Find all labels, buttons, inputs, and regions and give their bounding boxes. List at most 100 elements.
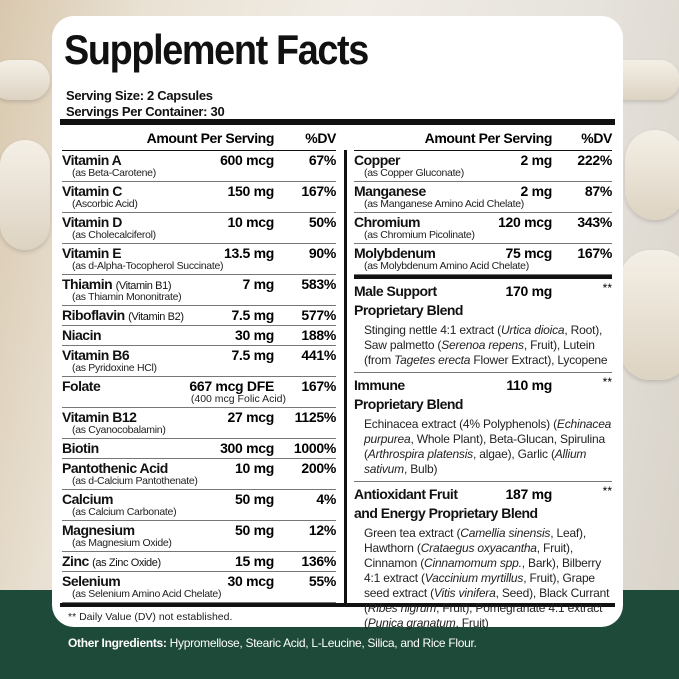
- nutrient-source: (as Pyridoxine HCl): [72, 362, 157, 374]
- nutrient-row: Niacin 30 mg 188%: [62, 326, 336, 346]
- ingredient-text: Urtica dioica: [500, 323, 565, 337]
- nutrient-source: (as d-Alpha-Tocopherol Succinate): [72, 260, 224, 272]
- nutrient-row: Vitamin C (Ascorbic Acid) 150 mg 167%: [62, 182, 336, 213]
- nutrient-name-text: Vitamin A: [62, 152, 122, 168]
- nutrient-name: Magnesium: [62, 522, 135, 538]
- nutrient-row: Vitamin D (as Cholecalciferol) 10 mcg 50%: [62, 213, 336, 244]
- proprietary-blend: Immune Proprietary Blend 110 mg ** Echinacea…: [354, 373, 612, 482]
- nutrient-row: Vitamin E (as d-Alpha-Tocopherol Succinat…: [62, 244, 336, 275]
- nutrient-dv: 87%: [584, 183, 612, 199]
- nutrient-amount: 30 mcg: [227, 573, 275, 589]
- nutrient-name: Calcium: [62, 491, 113, 507]
- nutrient-amount: 600 mcg: [220, 152, 274, 168]
- nutrient-dv: 50%: [308, 214, 336, 230]
- nutrient-source: (as Manganese Amino Acid Chelate): [364, 198, 524, 210]
- ingredient-text: , Seed), Black Currant (: [364, 586, 610, 615]
- ingredient-text: Serenoa repens: [441, 338, 524, 352]
- nutrient-name-text: Zinc: [62, 553, 89, 569]
- nutrient-row: Magnesium (as Magnesium Oxide) 50 mg 12%: [62, 521, 336, 552]
- nutrient-name-text: Vitamin D: [62, 214, 122, 230]
- nutrient-amount: 10 mg: [235, 460, 274, 476]
- nutrient-dv: 441%: [301, 347, 336, 363]
- nutrient-name: Manganese: [354, 183, 426, 199]
- ingredient-text: Vaccinium myrtillus: [424, 571, 524, 585]
- ingredient-text: , Bulb): [403, 462, 438, 476]
- ingredient-text: , Root), Saw palmetto (: [364, 323, 603, 352]
- nutrient-dv: 188%: [301, 327, 336, 343]
- ingredient-text: Tagetes erecta: [394, 353, 471, 367]
- capsule-bg: [0, 60, 50, 100]
- ingredient-text: Crataegus oxyacantha: [420, 541, 537, 555]
- nutrient-name: Biotin: [62, 440, 99, 456]
- supplement-facts-panel: [52, 16, 623, 627]
- nutrient-dv: 4%: [316, 491, 336, 507]
- nutrient-row: Biotin 300 mcg 1000%: [62, 439, 336, 459]
- nutrient-name-text: Vitamin C: [62, 183, 122, 199]
- blend-ingredients: Echinacea extract (4% Polyphenols) (Echi…: [354, 414, 612, 477]
- nutrient-dv: 12%: [308, 522, 336, 538]
- ingredient-text: Camellia sinensis: [460, 526, 551, 540]
- ingredient-text: Stinging nettle 4:1 extract (: [364, 323, 501, 337]
- nutrient-name-text: Biotin: [62, 440, 99, 456]
- nutrient-amount: 13.5 mg: [223, 245, 274, 261]
- nutrient-amount: 10 mcg: [227, 214, 275, 230]
- nutrient-dv: 67%: [308, 152, 336, 168]
- nutrient-name-text: Chromium: [354, 214, 421, 230]
- nutrient-name: Copper: [354, 152, 401, 168]
- nutrient-row: Calcium (as Calcium Carbonate) 50 mg 4%: [62, 490, 336, 521]
- nutrient-name: Vitamin D: [62, 214, 122, 230]
- amount-note: (400 mcg Folic Acid): [190, 393, 286, 405]
- ingredient-text: Cinnamomum spp.: [424, 556, 522, 570]
- nutrient-dv: 222%: [577, 152, 612, 168]
- ingredient-text: , Whole Plant), Beta-Glucan, Spirulina (: [364, 432, 605, 461]
- amount-header: Amount Per Serving: [146, 130, 275, 146]
- nutrient-name-text: Vitamin E: [62, 245, 122, 261]
- nutrient-source: (as Cyanocobalamin): [72, 424, 166, 436]
- dv-header: %DV: [581, 130, 612, 146]
- blend-ingredients: Green tea extract (Camellia sinensis, Le…: [354, 523, 612, 631]
- nutrient-amount: 667 mcg DFE: [189, 378, 274, 394]
- nutrient-amount: 15 mg: [235, 553, 274, 569]
- nutrient-source: (as Beta-Carotene): [72, 167, 156, 179]
- nutrient-amount: 120 mcg: [498, 214, 552, 230]
- blend-dv: **: [602, 375, 612, 389]
- capsule-bg: [0, 140, 50, 250]
- nutrient-dv: 167%: [577, 245, 612, 261]
- column-header: Amount Per Serving %DV: [354, 128, 612, 151]
- nutrient-amount: 27 mcg: [227, 409, 275, 425]
- nutrient-row: Riboflavin (Vitamin B2) 7.5 mg 577%: [62, 306, 336, 326]
- blend-amount: 170 mg: [505, 283, 553, 299]
- nutrient-dv: 200%: [301, 460, 336, 476]
- nutrient-source: (as Magnesium Oxide): [72, 537, 172, 549]
- nutrient-name: Zinc (as Zinc Oxide): [62, 553, 161, 569]
- ingredient-text: Ribes nigrum: [367, 601, 437, 615]
- nutrient-note: (Vitamin B1): [115, 280, 172, 292]
- nutrient-row: Vitamin A (as Beta-Carotene) 600 mcg 67%: [62, 151, 336, 182]
- nutrient-name-text: Thiamin: [62, 276, 113, 292]
- right-column: Amount Per Serving %DV Copper (as Copper …: [354, 128, 612, 635]
- blend-title: Proprietary Blend: [354, 396, 463, 412]
- nutrient-dv: 343%: [577, 214, 612, 230]
- servings-per-container: Servings Per Container: 30: [66, 104, 225, 119]
- nutrient-name: Vitamin B12: [62, 409, 137, 425]
- nutrient-name-text: Manganese: [354, 183, 426, 199]
- blend-title: Immune: [354, 377, 405, 393]
- nutrient-dv: 1125%: [294, 409, 337, 425]
- nutrient-dv: 55%: [308, 573, 336, 589]
- capsule-bg: [620, 250, 679, 380]
- nutrient-row: Selenium (as Selenium Amino Acid Chelate)…: [62, 572, 336, 603]
- nutrient-row: Folate 667 mcg DFE (400 mcg Folic Acid) 167…: [62, 377, 336, 408]
- capsule-bg: [625, 130, 679, 220]
- other-ingredients: Other Ingredients: Hypromellose, Stearic…: [68, 636, 477, 650]
- nutrient-name: Riboflavin (Vitamin B2): [62, 307, 184, 323]
- nutrient-dv: 90%: [308, 245, 336, 261]
- ingredient-text: , Fruit), Grape seed extract (: [364, 571, 595, 600]
- nutrient-dv: 167%: [301, 378, 336, 394]
- nutrient-name-text: Magnesium: [62, 522, 135, 538]
- nutrient-name: Thiamin (Vitamin B1): [62, 276, 171, 292]
- ingredient-text: Green tea extract (: [364, 526, 461, 540]
- nutrient-row: Molybdenum (as Molybdenum Amino Acid Chel…: [354, 244, 612, 275]
- ingredient-text: Allium sativum: [364, 447, 587, 476]
- nutrient-row: Vitamin B6 (as Pyridoxine HCl) 7.5 mg 441%: [62, 346, 336, 377]
- nutrient-name-text: Pantothenic Acid: [62, 460, 168, 476]
